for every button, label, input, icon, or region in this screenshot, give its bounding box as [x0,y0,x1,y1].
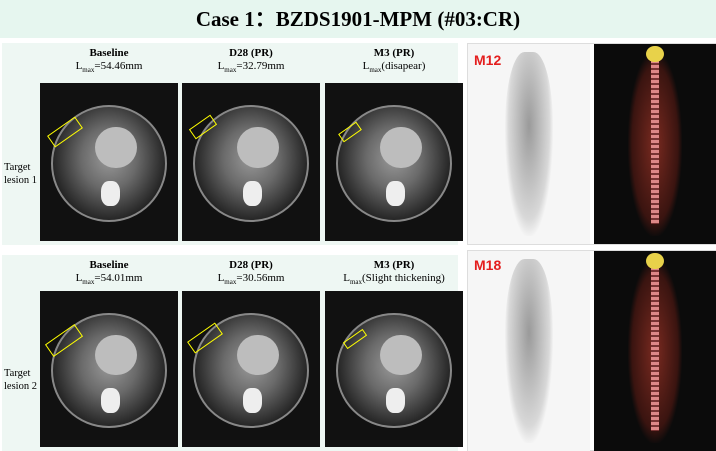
header-text: max [224,278,237,287]
ct-image-d28 [182,83,320,241]
pet-panel-m18: M18 [467,250,716,451]
header-text: (disapear) [381,60,426,72]
slide-title: Case 1：BZDS1901-MPM (#03:CR) [0,0,716,38]
column-header: Baseline Lmax=54.01mm [39,259,179,289]
header-text: L [75,60,83,72]
header-text: =30.56mm [236,272,285,284]
header-text: Baseline [89,259,129,271]
lesion-label: Target lesion 1 [4,162,37,186]
lesion1-panel: Target lesion 1 Baseline Lmax=54.46mm D28… [2,43,463,245]
header-text: =32.79mm [236,60,285,72]
header-text: (Slight thickening) [362,272,445,284]
header-text: D28 (PR) [229,259,273,271]
ct-image-baseline [40,291,178,447]
header-text: L [343,272,350,284]
header-text: M3 (PR) [373,47,415,59]
header-text: =54.01mm [94,272,143,284]
header-text: L [217,272,225,284]
ct-image-m3 [325,83,463,241]
header-text: max [224,66,237,75]
timepoint-label: M18 [474,257,502,273]
pet-mip-image [468,251,590,451]
header-text: L [75,272,83,284]
column-header: Baseline Lmax=54.46mm [39,47,179,77]
header-text: max [82,278,95,287]
ct-image-baseline [40,83,178,241]
header-text: =54.46mm [94,60,143,72]
header-text: max [82,66,95,75]
column-header: M3 (PR) Lmax(Slight thickening) [324,259,464,289]
header-text: L [217,60,225,72]
timepoint-label: M12 [474,52,502,68]
header-text: Baseline [89,47,129,59]
pet-ct-fusion-image [594,44,716,244]
column-header: D28 (PR) Lmax=32.79mm [181,47,321,77]
pet-ct-fusion-image [594,251,716,451]
pet-mip-image [468,44,590,244]
column-header: D28 (PR) Lmax=30.56mm [181,259,321,289]
lesion2-panel: Target lesion 2 Baseline Lmax=54.01mm D28… [2,255,463,451]
header-text: max [369,66,382,75]
header-text: M3 (PR) [373,259,415,271]
lesion-label: Target lesion 2 [4,368,37,392]
pet-panel-m12: M12 [467,43,716,245]
ct-image-m3 [325,291,463,447]
header-text: max [349,278,362,287]
ct-image-d28 [182,291,320,447]
header-text: L [362,60,370,72]
column-header: M3 (PR) Lmax(disapear) [324,47,464,77]
header-text: D28 (PR) [229,47,273,59]
